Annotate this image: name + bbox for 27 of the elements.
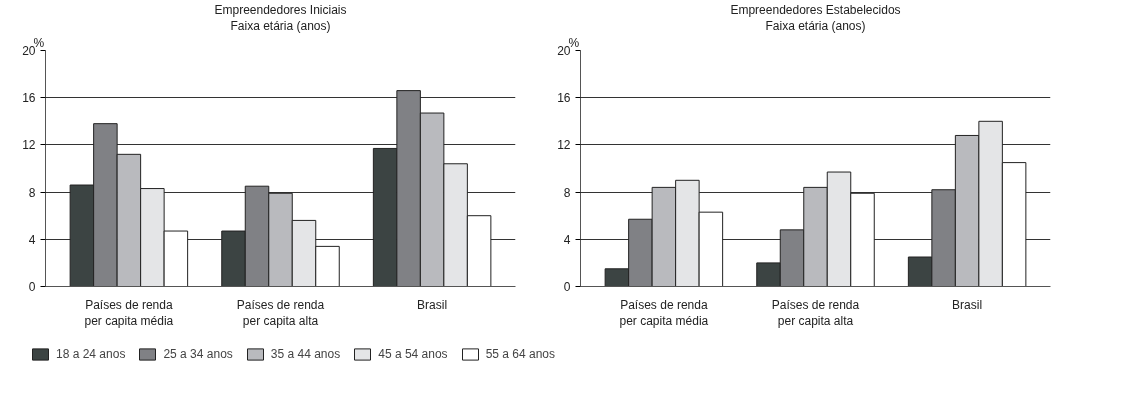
legend-label: 25 a 34 anos xyxy=(163,347,233,361)
chart-title: Empreendedores Iniciais xyxy=(214,2,347,17)
x-tick-label: Países de renda per capita alta xyxy=(771,297,860,329)
y-tick-label: 0 xyxy=(563,280,571,294)
chart-title: Empreendedores Estabelecidos xyxy=(730,2,901,17)
y-tick-label: 4 xyxy=(563,232,571,247)
x-tick-label: Brasil xyxy=(952,297,983,312)
legend-label: 55 a 64 anos xyxy=(485,347,556,361)
legend-label: 18 a 24 anos xyxy=(56,347,126,361)
y-tick-label: 8 xyxy=(563,185,571,200)
x-tick-label: Países de renda per capita média xyxy=(619,297,709,329)
y-tick-label: 20 xyxy=(22,44,36,58)
y-tick-label: 16 xyxy=(557,91,571,106)
y-tick-label: 4 xyxy=(28,232,36,247)
legend-label: 45 a 54 anos xyxy=(378,347,448,361)
y-tick-label: 16 xyxy=(22,91,36,106)
y-tick-label: 12 xyxy=(557,138,571,153)
x-tick-label: Países de renda per capita alta xyxy=(236,297,325,329)
legend-label: 35 a 44 anos xyxy=(270,347,341,361)
x-tick-label: Brasil xyxy=(417,297,448,312)
x-tick-label: Países de renda per capita média xyxy=(84,297,174,329)
y-tick-label: 20 xyxy=(557,44,571,58)
chart-subtitle: Faixa etária (anos) xyxy=(765,18,866,33)
chart-subtitle: Faixa etária (anos) xyxy=(230,18,331,33)
y-tick-label: 0 xyxy=(28,280,36,294)
y-tick-label: 12 xyxy=(22,138,36,153)
y-tick-label: 8 xyxy=(28,185,36,200)
